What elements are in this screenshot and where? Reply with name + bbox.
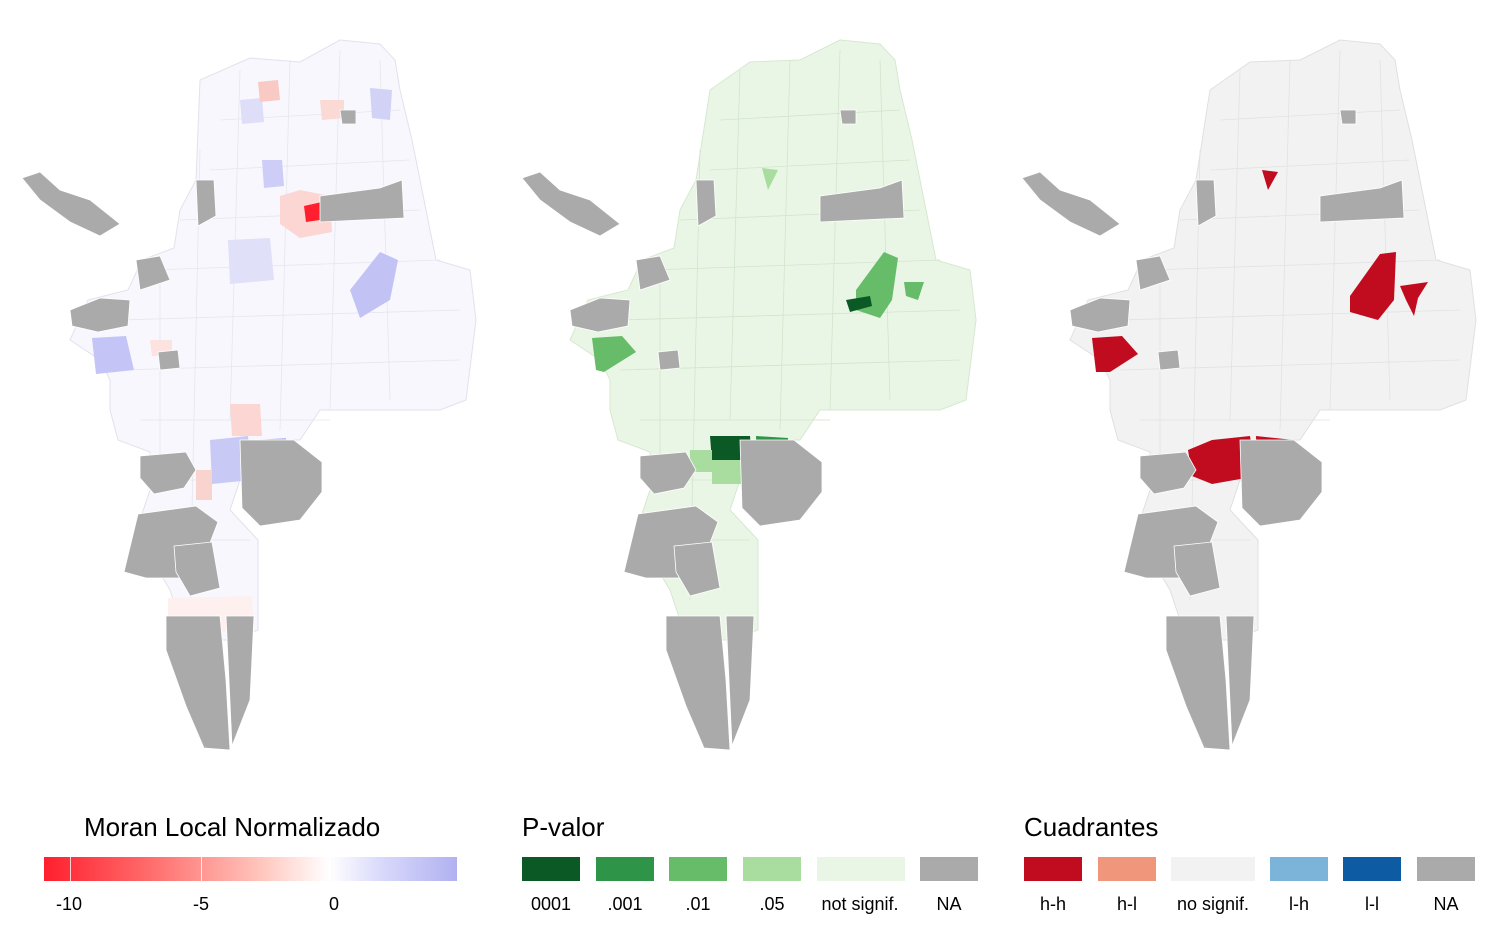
legend-label-no-signif: no signif. bbox=[1176, 894, 1250, 914]
legend-swatch-05 bbox=[743, 857, 801, 881]
pvalue-na-regions bbox=[521, 109, 905, 751]
moran-colorbar bbox=[44, 857, 457, 881]
colorbar-label-neg10: -10 bbox=[55, 894, 83, 914]
legend-label-lh: l-h bbox=[1288, 894, 1310, 914]
legend-label-na: NA bbox=[1433, 894, 1459, 914]
pvalue-map bbox=[521, 39, 977, 751]
legend-swatch-ll bbox=[1343, 857, 1401, 881]
legend-label-na: NA bbox=[936, 894, 962, 914]
pvalue-map-panel: P-valor 0001 .001 .01 .05 not signif. NA bbox=[500, 0, 1000, 927]
pvalue-legend-title: P-valor bbox=[522, 812, 605, 842]
legend-swatch-0001 bbox=[522, 857, 580, 881]
colorbar-label-0: 0 bbox=[328, 894, 340, 914]
legend-swatch-lh bbox=[1270, 857, 1328, 881]
legend-label-hl: h-l bbox=[1116, 894, 1138, 914]
legend-label-0001: 0001 bbox=[530, 894, 572, 914]
moran-negative-blocks bbox=[150, 80, 344, 632]
legend-label-not-signif: not signif. bbox=[821, 894, 899, 914]
legend-swatch-not-signif bbox=[817, 857, 905, 881]
legend-label-hh: h-h bbox=[1039, 894, 1067, 914]
legend-swatch-01 bbox=[669, 857, 727, 881]
cuadrantes-map bbox=[1021, 39, 1477, 751]
legend-swatch-hh bbox=[1024, 857, 1082, 881]
legend-swatch-na bbox=[920, 857, 978, 881]
legend-swatch-no-signif bbox=[1171, 857, 1255, 881]
colorbar-label-neg5: -5 bbox=[192, 894, 210, 914]
moran-map-panel: Moran Local Normalizado -10 -5 0 bbox=[0, 0, 500, 927]
cuadrantes-na-regions bbox=[1021, 109, 1405, 751]
legend-swatch-001 bbox=[596, 857, 654, 881]
moran-map bbox=[21, 39, 477, 751]
legend-label-ll: l-l bbox=[1365, 894, 1379, 914]
legend-label-001: .001 bbox=[607, 894, 643, 914]
colorbar-tick bbox=[70, 857, 71, 881]
legend-label-05: .05 bbox=[759, 894, 785, 914]
cuadrantes-map-panel: Cuadrantes h-h h-l no signif. l-h l-l NA bbox=[1000, 0, 1500, 927]
moran-legend-title: Moran Local Normalizado bbox=[84, 812, 381, 842]
legend-swatch-na bbox=[1417, 857, 1475, 881]
colorbar-tick bbox=[334, 857, 335, 881]
moran-na-regions bbox=[21, 109, 405, 751]
legend-label-01: .01 bbox=[685, 894, 711, 914]
legend-swatch-hl bbox=[1098, 857, 1156, 881]
cuadrantes-legend-title: Cuadrantes bbox=[1024, 812, 1159, 842]
colorbar-tick bbox=[201, 857, 202, 881]
